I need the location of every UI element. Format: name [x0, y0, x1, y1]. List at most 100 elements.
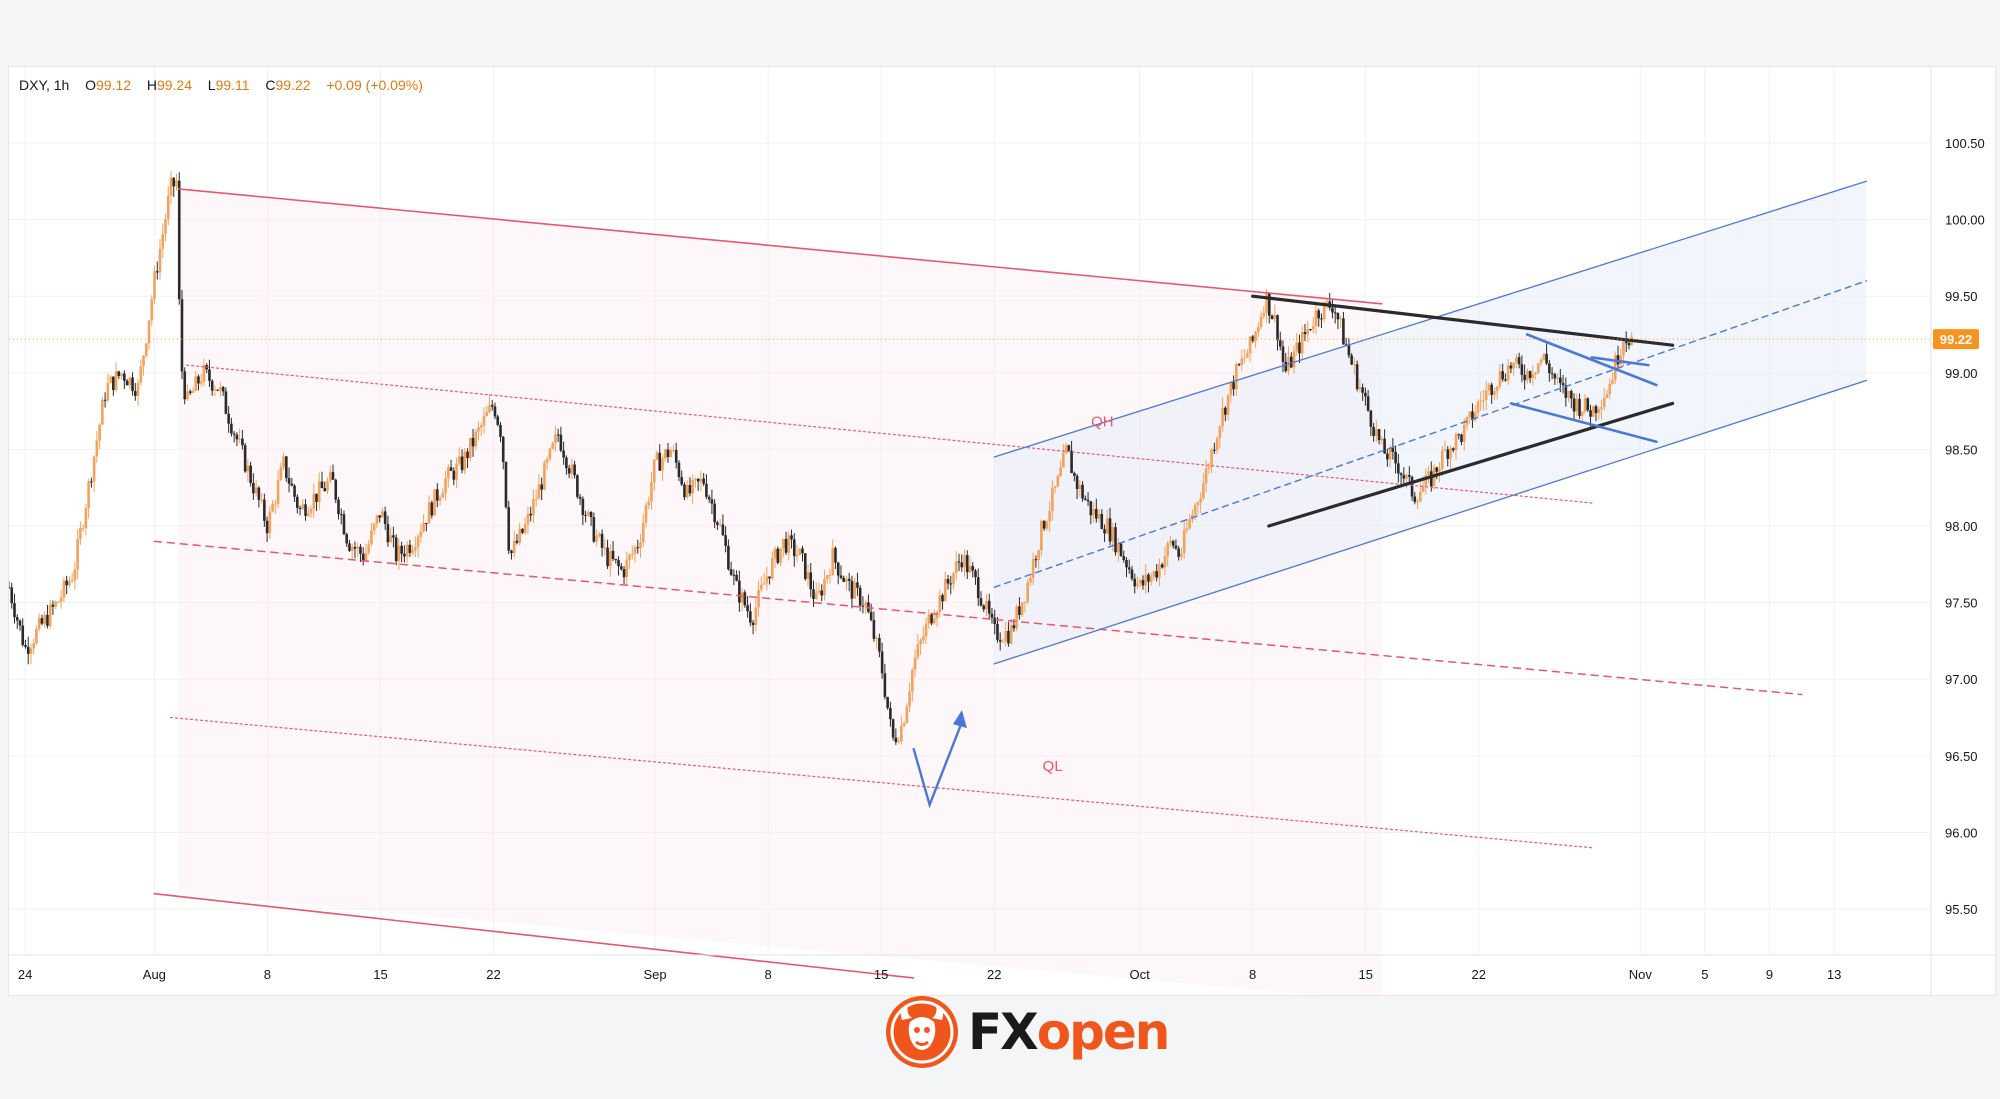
- candle-body: [320, 481, 324, 489]
- candle-body: [702, 478, 705, 484]
- x-tick-label: 15: [1358, 967, 1372, 982]
- candle-body: [101, 399, 104, 425]
- candle-body: [732, 574, 736, 576]
- candle-body: [422, 523, 425, 532]
- candle-body: [386, 524, 390, 543]
- candle-body: [419, 531, 423, 537]
- candle-body: [290, 483, 294, 486]
- candle-body: [43, 614, 46, 624]
- candle-body: [971, 566, 975, 571]
- channel-fill: [178, 181, 1867, 995]
- candle-body: [1048, 510, 1051, 522]
- candle-body: [150, 299, 154, 321]
- candle-body: [1611, 380, 1614, 384]
- candle-body: [521, 528, 524, 533]
- candle-body: [946, 578, 950, 584]
- candle-body: [345, 534, 349, 544]
- candle-body: [825, 575, 829, 580]
- annotations: QH QL: [1043, 413, 1114, 775]
- candle-body: [1273, 315, 1277, 319]
- candle-body: [1490, 384, 1493, 395]
- candle-body: [1548, 363, 1551, 374]
- x-tick-label: 9: [1766, 967, 1773, 982]
- candle-body: [589, 512, 593, 518]
- candle-body: [1213, 449, 1216, 451]
- candle-body: [416, 536, 420, 548]
- candle-body: [112, 376, 115, 391]
- candle-body: [90, 481, 93, 483]
- candle-body: [400, 545, 403, 554]
- candle-body: [1292, 351, 1296, 368]
- candle-body: [24, 645, 27, 647]
- chart-panel[interactable]: 99.22 QH QL 100.50 100.00 99.50 99.00 98.50 98…: [8, 66, 1996, 996]
- candle-body: [1317, 310, 1321, 319]
- candle-body: [1086, 499, 1090, 502]
- candle-body: [922, 636, 925, 641]
- candle-body: [1243, 357, 1246, 359]
- candle-body: [1476, 401, 1480, 413]
- candle-body: [652, 459, 656, 483]
- candle-body: [1295, 342, 1299, 352]
- candle-body: [831, 547, 835, 575]
- candle-body: [142, 355, 145, 367]
- candle-body: [287, 478, 291, 484]
- candle-body: [908, 691, 911, 707]
- candle-body: [1108, 518, 1112, 542]
- candle-body: [1347, 345, 1351, 356]
- annotation-ql: QL: [1043, 758, 1063, 775]
- candle-body: [348, 543, 351, 551]
- candle-body: [559, 434, 563, 451]
- x-tick-label: 22: [1472, 967, 1486, 982]
- candle-body: [337, 499, 340, 515]
- candle-body: [510, 550, 513, 554]
- candle-body: [809, 572, 813, 590]
- candle-body: [1015, 606, 1018, 629]
- candle-body: [197, 376, 200, 384]
- candle-body: [554, 434, 557, 444]
- candle-body: [1073, 473, 1076, 476]
- candle-body: [1182, 530, 1186, 554]
- candle-body: [540, 484, 543, 490]
- candle-body: [1589, 410, 1592, 417]
- candle-body: [1622, 341, 1625, 356]
- candle-body: [1325, 301, 1329, 303]
- candle-body: [1257, 326, 1260, 333]
- candle-body: [468, 437, 472, 459]
- candle-body: [241, 438, 244, 446]
- candle-body: [1435, 467, 1439, 472]
- candle-body: [166, 195, 170, 220]
- candle-body: [606, 547, 609, 567]
- candle-body: [46, 614, 49, 626]
- candle-body: [26, 646, 30, 654]
- candle-body: [1449, 448, 1452, 459]
- candle-body: [1454, 434, 1458, 451]
- candle-body: [1443, 449, 1447, 451]
- candle-body: [891, 719, 895, 738]
- candle-body: [523, 524, 527, 533]
- candle-body: [760, 584, 763, 590]
- candle-body: [436, 489, 439, 501]
- candle-body: [1526, 371, 1529, 381]
- candle-body: [125, 380, 129, 386]
- low-label: L: [207, 77, 216, 93]
- candle-body: [474, 431, 478, 447]
- candle-body: [37, 618, 41, 629]
- candle-body: [532, 498, 535, 516]
- open-label: O: [85, 77, 97, 93]
- candle-body: [1501, 371, 1504, 380]
- candle-body: [246, 465, 250, 472]
- candle-body: [1397, 463, 1400, 474]
- candle-body: [1246, 353, 1249, 358]
- candle-body: [1196, 502, 1200, 506]
- candle-body: [490, 404, 494, 407]
- candle-body: [227, 413, 230, 424]
- candle-body: [573, 464, 576, 476]
- candle-body: [298, 507, 302, 509]
- candle-body: [175, 180, 178, 187]
- candle-body: [674, 450, 678, 463]
- candle-body: [1193, 505, 1197, 515]
- candle-body: [1062, 452, 1065, 468]
- candle-body: [716, 522, 719, 525]
- candle-body: [405, 544, 409, 557]
